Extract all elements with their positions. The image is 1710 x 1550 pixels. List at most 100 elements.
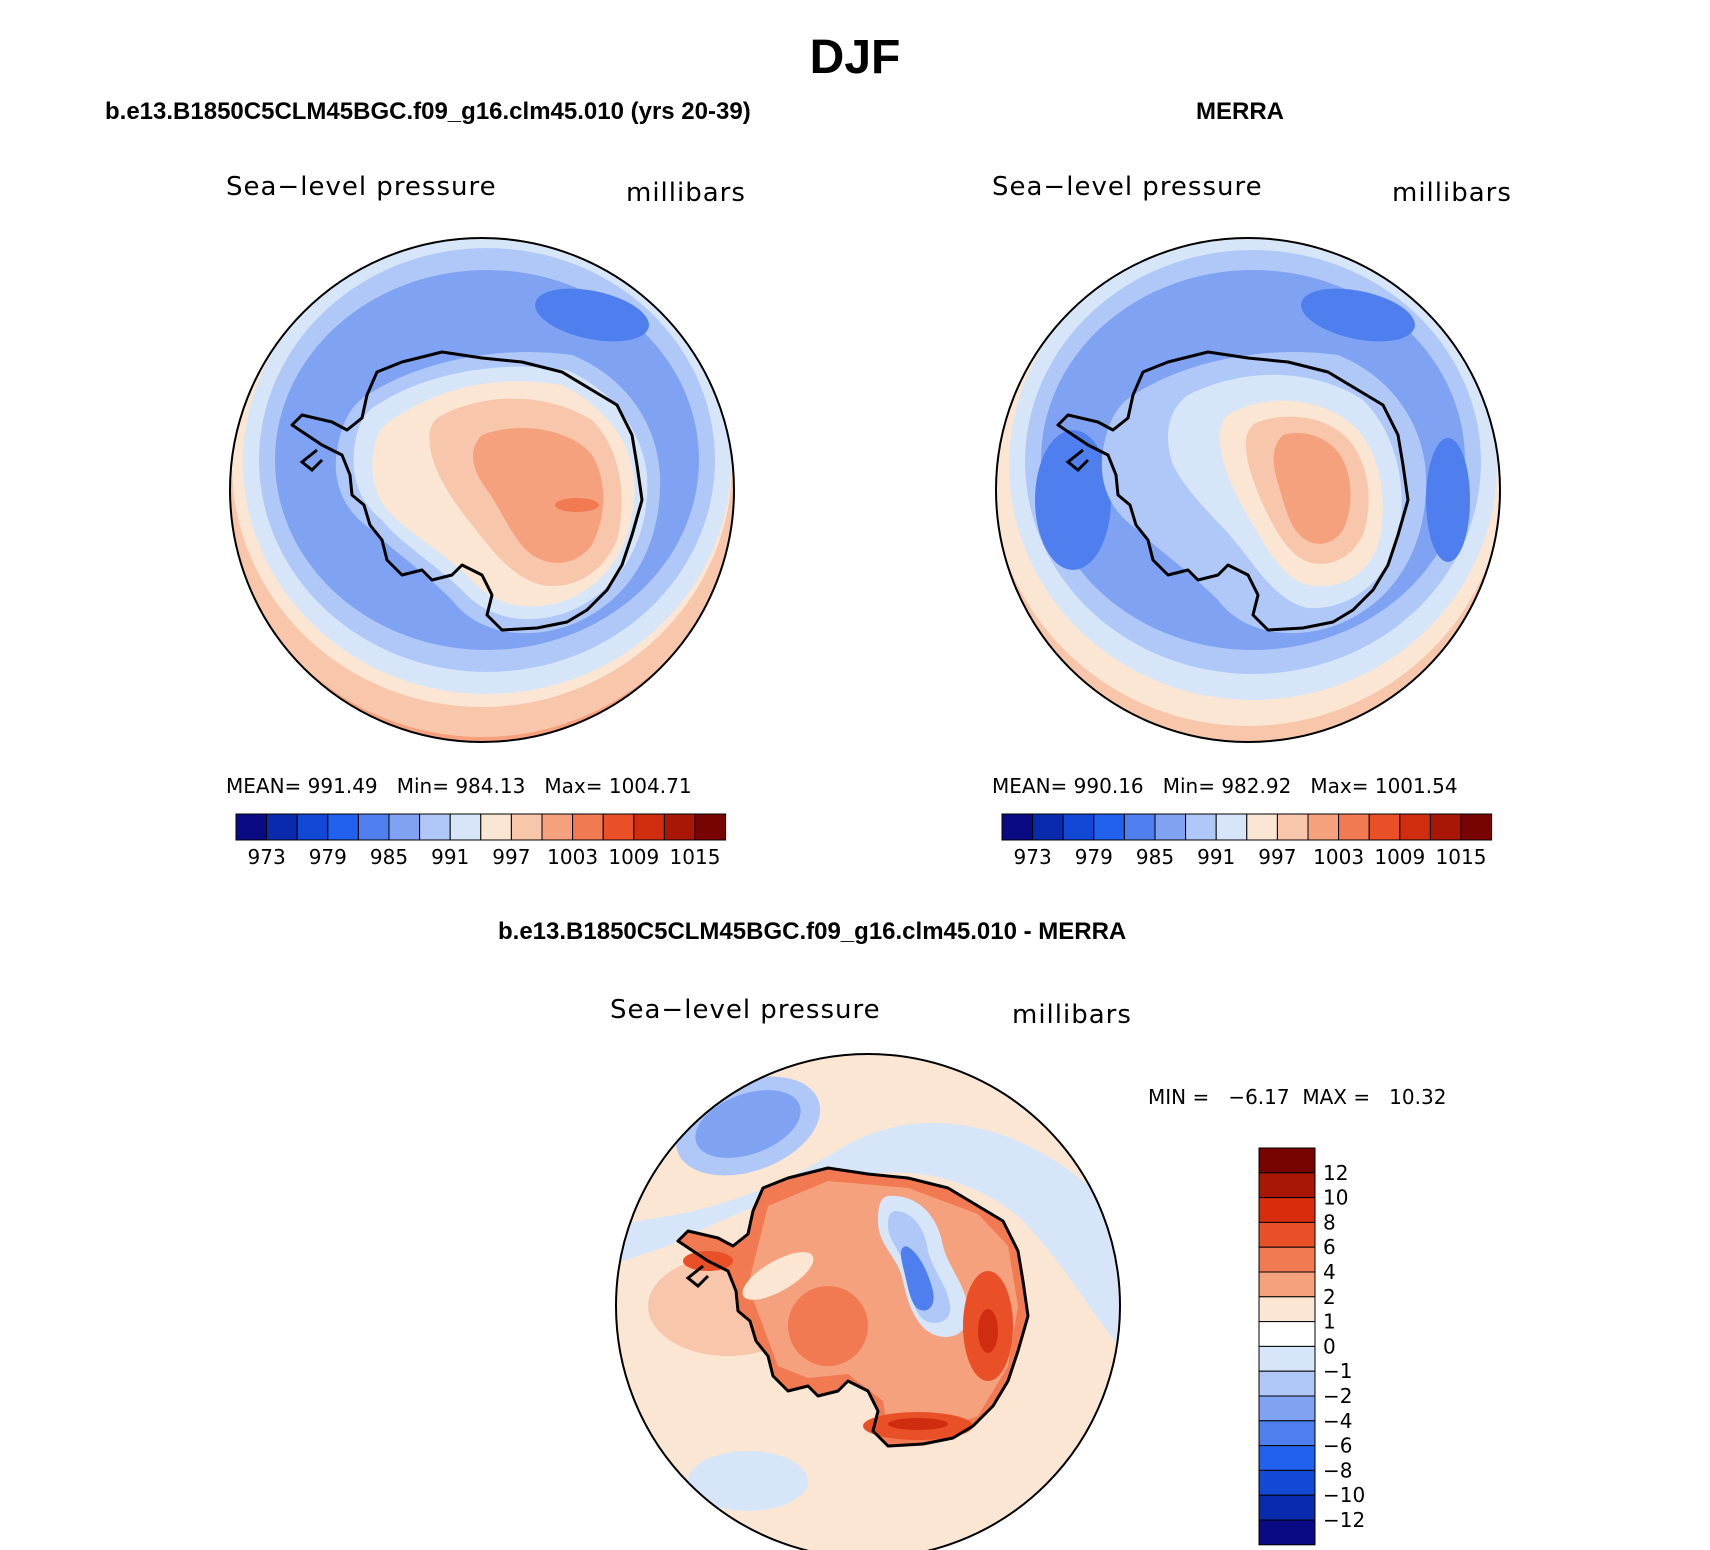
colorbar-swatch-3 (1258, 1221, 1316, 1248)
colorbar-swatch-7 (1215, 813, 1248, 841)
colorbar-swatch-9 (1276, 813, 1309, 841)
panel-1-title: b.e13.B1850C5CLM45BGC.f09_g16.clm45.010 … (105, 98, 751, 125)
colorbar-swatch-14 (1429, 813, 1462, 841)
panel-1-max: 1004.71 (608, 774, 692, 798)
colorbar-swatch-6 (1258, 1296, 1316, 1323)
panel-2-variable: Sea−level pressure (992, 172, 1263, 202)
colorbar-tick-label: 991 (1197, 845, 1235, 868)
panel-1-map (229, 237, 735, 743)
panel-3-stats: MIN = −6.17 MAX = 10.32 (1148, 1085, 1446, 1109)
colorbar-swatch-12 (602, 813, 635, 841)
colorbar-tick-label: 4 (1323, 1260, 1336, 1284)
panel-3-units: millibars (1012, 1000, 1132, 1030)
colorbar-swatch-8 (1246, 813, 1278, 841)
panel-2-map (995, 237, 1501, 743)
colorbar-swatch-7 (449, 813, 482, 841)
colorbar-swatch-1 (1032, 813, 1064, 841)
colorbar-swatch-6 (1185, 813, 1217, 841)
panel-3-min-label: MIN = (1148, 1085, 1210, 1109)
colorbar-tick-label: 10 (1323, 1186, 1348, 1210)
panel-3-min: −6.17 (1228, 1085, 1290, 1109)
colorbar-tick-label: 0 (1323, 1334, 1336, 1358)
colorbar-swatch-13 (1258, 1469, 1316, 1496)
colorbar-swatch-0 (1258, 1147, 1316, 1174)
panel-2-title: MERRA (1196, 98, 1284, 125)
colorbar-swatch-11 (1258, 1420, 1316, 1447)
colorbar-swatch-1 (266, 813, 298, 841)
colorbar-tick-label: −1 (1323, 1359, 1352, 1383)
panel-3-max-label: MAX = (1302, 1085, 1371, 1109)
panel-3-map (615, 1053, 1121, 1550)
panel-2-mean-label: MEAN= (992, 774, 1068, 798)
colorbar-swatch-5 (1154, 813, 1187, 841)
panel-2-colorbar: 973 979 985 991 997 1003 1009 1015 (1001, 813, 1493, 868)
colorbar-tick-label: 973 (1014, 845, 1052, 868)
colorbar-swatch-10 (1258, 1395, 1316, 1422)
colorbar-swatch-11 (572, 813, 604, 841)
colorbar-tick-label: 997 (1258, 845, 1296, 868)
colorbar-tick-label: 1009 (608, 845, 659, 868)
colorbar-swatch-0 (235, 813, 268, 841)
colorbar-tick-label: 1009 (1374, 845, 1425, 868)
colorbar-tick-label: 997 (492, 845, 530, 868)
colorbar-tick-label: 1003 (547, 845, 598, 868)
panel-1-stats: MEAN= 991.49 Min= 984.13 Max= 1004.71 (226, 774, 692, 798)
colorbar-tick-label: 979 (309, 845, 347, 868)
colorbar-tick-label: −12 (1323, 1508, 1365, 1532)
colorbar-tick-label: 991 (431, 845, 469, 868)
panel-3-title: b.e13.B1850C5CLM45BGC.f09_g16.clm45.010 … (498, 918, 1127, 945)
colorbar-swatch-4 (357, 813, 390, 841)
panel-1-mean: 991.49 (307, 774, 378, 798)
panel-2-mean: 990.16 (1073, 774, 1144, 798)
panel-1-colorbar: 973 979 985 991 997 1003 1009 1015 (235, 813, 727, 868)
colorbar-swatch-15 (694, 813, 727, 841)
colorbar-tick-label: −6 (1323, 1434, 1352, 1458)
colorbar-swatch-8 (480, 813, 512, 841)
colorbar-swatch-0 (1001, 813, 1034, 841)
colorbar-swatch-14 (663, 813, 696, 841)
panel-2-stats: MEAN= 990.16 Min= 982.92 Max= 1001.54 (992, 774, 1458, 798)
colorbar-swatch-10 (1307, 813, 1340, 841)
colorbar-swatch-2 (296, 813, 329, 841)
colorbar-swatch-2 (1258, 1197, 1316, 1223)
colorbar-swatch-1 (1258, 1172, 1316, 1199)
colorbar-tick-label: 6 (1323, 1235, 1336, 1259)
panel-2-min: 982.92 (1221, 774, 1292, 798)
colorbar-swatch-5 (388, 813, 421, 841)
colorbar-swatch-10 (541, 813, 574, 841)
panel-2-max-label: Max= (1310, 774, 1369, 798)
panel-1-min-label: Min= (396, 774, 449, 798)
panel-3-max: 10.32 (1389, 1085, 1447, 1109)
colorbar-swatch-12 (1258, 1445, 1316, 1471)
colorbar-tick-label: 979 (1075, 845, 1113, 868)
panel-1-units: millibars (626, 178, 746, 208)
colorbar-tick-label: −2 (1323, 1384, 1352, 1408)
panel-3-variable: Sea−level pressure (610, 995, 881, 1025)
panel-1-mean-label: MEAN= (226, 774, 302, 798)
colorbar-swatch-7 (1258, 1321, 1316, 1347)
colorbar-swatch-13 (633, 813, 665, 841)
colorbar-tick-label: 1003 (1313, 845, 1364, 868)
colorbar-tick-label: 985 (1136, 845, 1174, 868)
panel-1-variable: Sea−level pressure (226, 172, 497, 202)
colorbar-swatch-3 (327, 813, 359, 841)
colorbar-swatch-11 (1338, 813, 1370, 841)
colorbar-swatch-15 (1258, 1519, 1316, 1546)
colorbar-tick-label: 1015 (1436, 845, 1487, 868)
colorbar-swatch-14 (1258, 1494, 1316, 1521)
colorbar-swatch-2 (1062, 813, 1095, 841)
colorbar-tick-label: −8 (1323, 1458, 1352, 1482)
colorbar-tick-label: 12 (1323, 1161, 1348, 1185)
panel-1-max-label: Max= (544, 774, 603, 798)
panel-1-min: 984.13 (455, 774, 526, 798)
colorbar-tick-label: 973 (248, 845, 286, 868)
main-title: DJF (809, 31, 901, 84)
colorbar-swatch-4 (1258, 1246, 1316, 1273)
colorbar-swatch-9 (510, 813, 543, 841)
panel-2-min-label: Min= (1162, 774, 1215, 798)
colorbar-swatch-8 (1258, 1345, 1316, 1372)
colorbar-tick-label: 1 (1323, 1310, 1336, 1334)
panel-2-units: millibars (1392, 178, 1512, 208)
colorbar-swatch-5 (1258, 1271, 1316, 1298)
